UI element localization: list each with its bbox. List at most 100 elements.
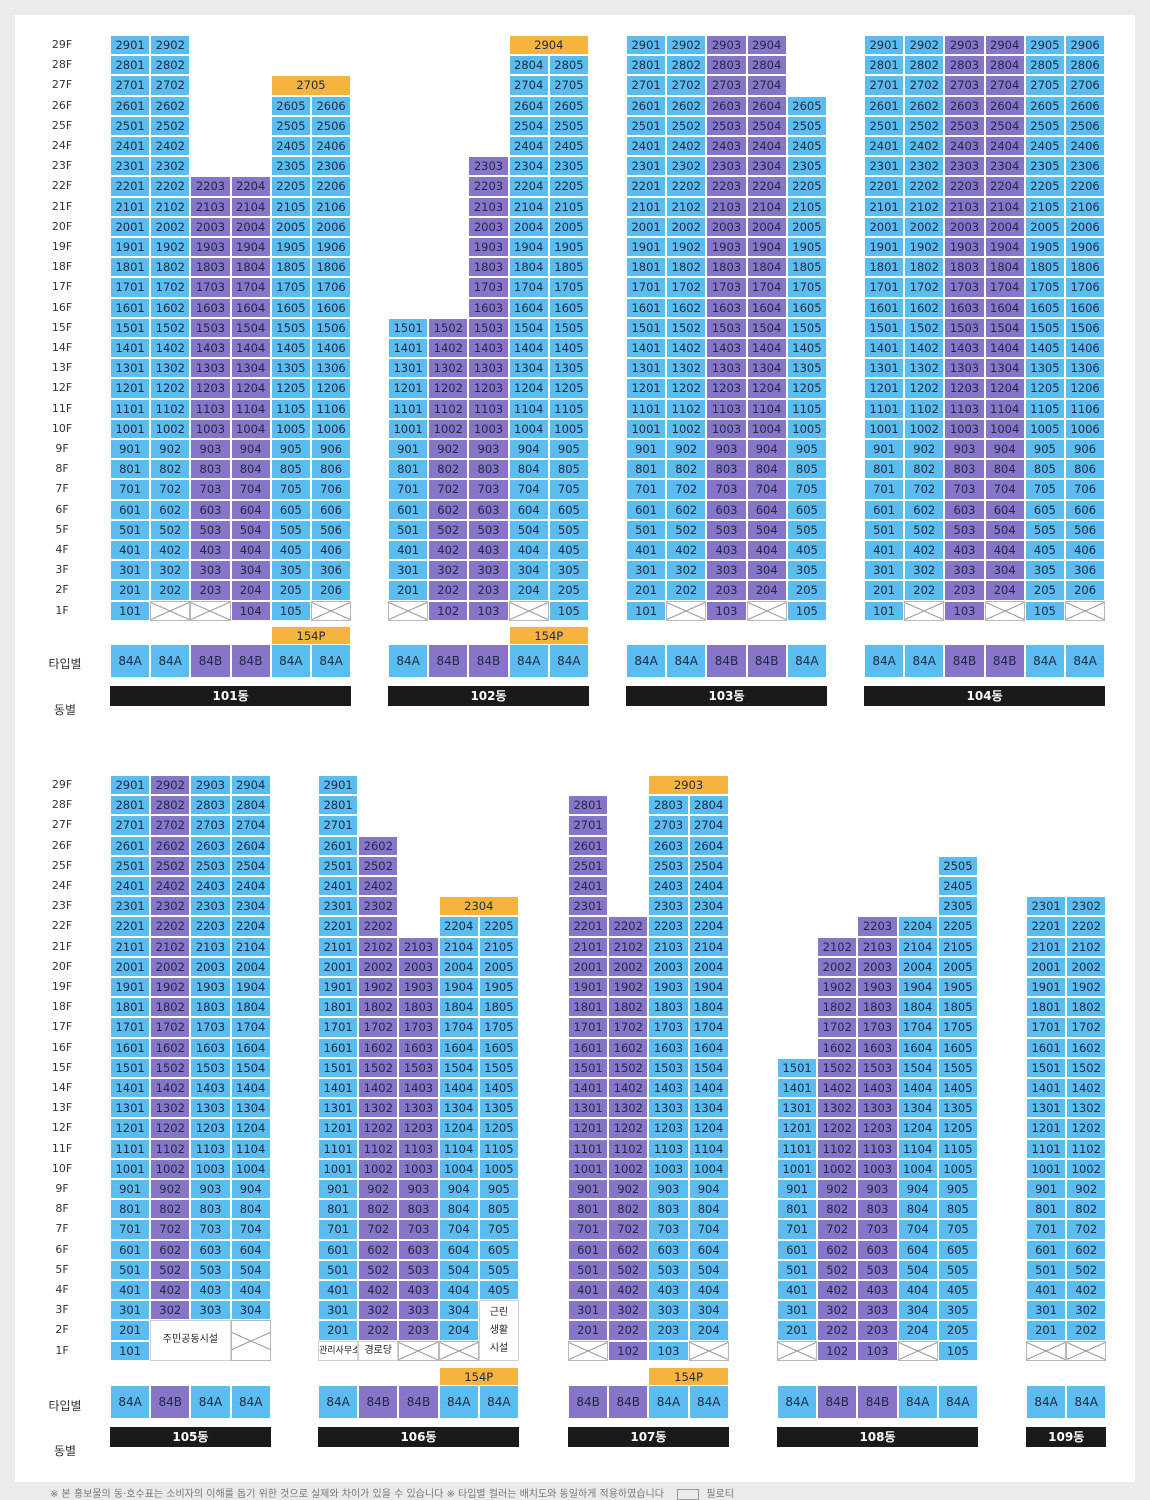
unit-cell[interactable]: 1606 xyxy=(311,297,352,318)
unit-cell[interactable]: 1501 xyxy=(110,317,151,338)
unit-cell[interactable]: 1403 xyxy=(468,338,509,359)
unit-cell[interactable]: 803 xyxy=(398,1199,439,1220)
unit-cell[interactable]: 1901 xyxy=(864,237,905,258)
unit-cell[interactable]: 201 xyxy=(864,580,905,601)
unit-cell[interactable]: 2301 xyxy=(110,896,151,917)
unit-cell[interactable]: 401 xyxy=(110,540,151,561)
unit-cell[interactable]: 2402 xyxy=(904,136,945,157)
unit-cell[interactable]: 2401 xyxy=(568,876,609,897)
unit-cell[interactable]: 1205 xyxy=(1024,378,1065,399)
unit-cell[interactable]: 1302 xyxy=(358,1098,399,1119)
unit-cell[interactable]: 202 xyxy=(428,580,469,601)
unit-cell[interactable]: 1805 xyxy=(1024,257,1065,278)
unit-cell[interactable]: 1402 xyxy=(150,338,191,359)
unit-cell[interactable]: 2502 xyxy=(150,115,191,136)
unit-cell[interactable]: 901 xyxy=(626,439,667,460)
unit-cell[interactable]: 201 xyxy=(110,580,151,601)
unit-cell[interactable]: 801 xyxy=(318,1199,359,1220)
unit-cell[interactable]: 2205 xyxy=(937,916,978,937)
unit-cell[interactable]: 502 xyxy=(666,519,707,540)
unit-cell[interactable]: 1403 xyxy=(944,338,985,359)
unit-cell[interactable]: 2604 xyxy=(688,835,729,856)
unit-cell[interactable]: 1104 xyxy=(508,398,549,419)
unit-cell[interactable]: 1202 xyxy=(666,378,707,399)
unit-cell[interactable]: 1802 xyxy=(666,257,707,278)
unit-cell[interactable]: 1306 xyxy=(1065,358,1106,379)
unit-cell[interactable]: 1401 xyxy=(388,338,429,359)
unit-cell[interactable]: 1202 xyxy=(608,1118,649,1139)
unit-cell[interactable]: 2903 xyxy=(190,775,231,796)
unit-cell[interactable]: 2301 xyxy=(568,896,609,917)
unit-cell[interactable]: 1904 xyxy=(230,237,271,258)
unit-cell[interactable]: 2103 xyxy=(190,196,231,217)
unit-cell[interactable]: 1304 xyxy=(984,358,1025,379)
unit-cell[interactable]: 1603 xyxy=(190,1037,231,1058)
unit-cell[interactable]: 1304 xyxy=(688,1098,729,1119)
unit-cell[interactable]: 1905 xyxy=(478,977,519,998)
unit-cell[interactable]: 705 xyxy=(478,1219,519,1240)
building-label[interactable]: 102동 xyxy=(388,686,589,706)
unit-cell[interactable]: 402 xyxy=(904,540,945,561)
unit-cell[interactable]: 1401 xyxy=(110,338,151,359)
unit-cell[interactable]: 1506 xyxy=(1065,317,1106,338)
unit-cell[interactable]: 1904 xyxy=(508,237,549,258)
unit-cell[interactable]: 304 xyxy=(746,560,787,581)
unit-cell[interactable]: 1305 xyxy=(478,1098,519,1119)
unit-cell[interactable]: 2105 xyxy=(937,936,978,957)
unit-cell[interactable]: 1001 xyxy=(1026,1158,1067,1179)
unit-cell[interactable]: 2603 xyxy=(944,95,985,116)
unit-cell[interactable]: 2202 xyxy=(150,176,191,197)
unit-cell[interactable]: 404 xyxy=(438,1280,479,1301)
unit-cell[interactable]: 2203 xyxy=(190,176,231,197)
unit-cell[interactable]: 905 xyxy=(786,439,827,460)
unit-cell[interactable]: 903 xyxy=(857,1179,898,1200)
unit-cell[interactable]: 1401 xyxy=(1026,1078,1067,1099)
unit-cell[interactable]: 2702 xyxy=(150,75,191,96)
unit-cell[interactable]: 1403 xyxy=(706,338,747,359)
unit-cell[interactable]: 2402 xyxy=(666,136,707,157)
unit-cell[interactable]: 2504 xyxy=(746,115,787,136)
unit-cell[interactable]: 1202 xyxy=(150,378,191,399)
unit-cell[interactable]: 2405 xyxy=(786,136,827,157)
unit-cell[interactable]: 105 xyxy=(1024,600,1065,621)
unit-cell[interactable]: 1603 xyxy=(944,297,985,318)
unit-cell[interactable]: 204 xyxy=(688,1320,729,1341)
unit-cell[interactable]: 1301 xyxy=(626,358,667,379)
unit-cell[interactable]: 1205 xyxy=(548,378,589,399)
unit-cell[interactable]: 1006 xyxy=(311,418,352,439)
unit-cell[interactable]: 1803 xyxy=(468,257,509,278)
unit-cell[interactable]: 2402 xyxy=(358,876,399,897)
unit-cell[interactable]: 802 xyxy=(1066,1199,1107,1220)
unit-cell[interactable]: 306 xyxy=(311,560,352,581)
unit-cell[interactable]: 2605 xyxy=(548,95,589,116)
unit-cell[interactable]: 1506 xyxy=(311,317,352,338)
unit-cell[interactable]: 1504 xyxy=(230,317,271,338)
unit-cell[interactable]: 1106 xyxy=(311,398,352,419)
unit-cell[interactable]: 1204 xyxy=(438,1118,479,1139)
unit-cell[interactable]: 2103 xyxy=(706,196,747,217)
unit-cell[interactable]: 301 xyxy=(388,560,429,581)
unit-cell[interactable]: 1505 xyxy=(937,1057,978,1078)
unit-cell[interactable]: 1801 xyxy=(110,997,151,1018)
unit-cell[interactable]: 503 xyxy=(468,519,509,540)
unit-cell[interactable]: 1702 xyxy=(817,1017,858,1038)
unit-cell[interactable]: 506 xyxy=(311,519,352,540)
unit-cell[interactable]: 403 xyxy=(648,1280,689,1301)
unit-cell[interactable]: 1105 xyxy=(1024,398,1065,419)
unit-cell[interactable]: 1001 xyxy=(568,1158,609,1179)
unit-cell[interactable]: 1704 xyxy=(230,277,271,298)
unit-cell[interactable]: 805 xyxy=(1024,459,1065,480)
unit-cell[interactable]: 503 xyxy=(944,519,985,540)
unit-cell[interactable]: 2604 xyxy=(508,95,549,116)
unit-cell[interactable]: 1502 xyxy=(666,317,707,338)
unit-cell[interactable]: 303 xyxy=(398,1300,439,1321)
unit-cell[interactable]: 1002 xyxy=(608,1158,649,1179)
unit-cell[interactable]: 702 xyxy=(1066,1219,1107,1240)
unit-cell[interactable]: 703 xyxy=(944,479,985,500)
unit-cell[interactable]: 2101 xyxy=(110,936,151,957)
unit-cell[interactable]: 1203 xyxy=(944,378,985,399)
unit-cell[interactable]: 801 xyxy=(110,1199,151,1220)
unit-cell[interactable]: 1701 xyxy=(110,277,151,298)
unit-cell[interactable]: 305 xyxy=(548,560,589,581)
unit-cell[interactable]: 2601 xyxy=(864,95,905,116)
